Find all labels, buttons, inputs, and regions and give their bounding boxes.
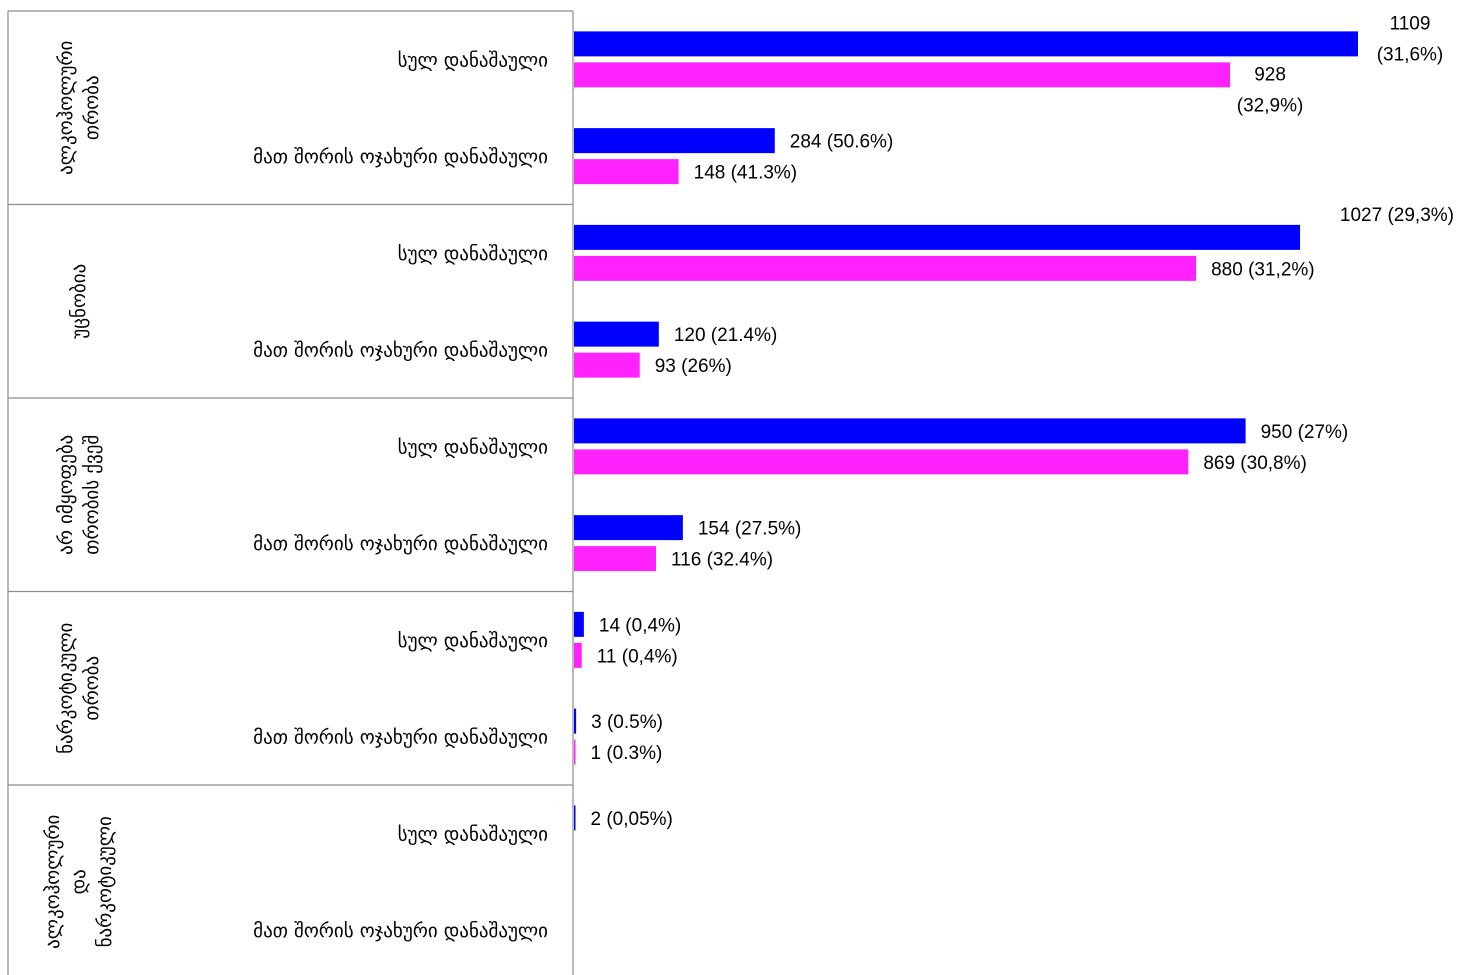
category-label: სულ დანაშაული bbox=[398, 823, 548, 845]
bar-series-2 bbox=[574, 642, 582, 668]
bar-series-2 bbox=[574, 352, 640, 378]
data-label: 154 (27.5%) bbox=[698, 519, 802, 540]
group-label: ალკოჰოლური და ნარკოტიკული bbox=[42, 815, 116, 949]
data-label: 928 (32,9%) bbox=[1237, 64, 1304, 116]
group-label: უცნობია bbox=[68, 264, 90, 339]
data-label: 116 (32.4%) bbox=[671, 550, 773, 571]
category-label: სულ დანაშაული bbox=[398, 630, 548, 652]
data-label: 1109 (31,6%) bbox=[1377, 13, 1444, 65]
category-label: სულ დანაშაული bbox=[398, 243, 548, 265]
data-label: 11 (0,4%) bbox=[597, 646, 678, 667]
data-label: 148 (41.3%) bbox=[694, 163, 798, 184]
bar-series-1 bbox=[574, 805, 576, 831]
bar-series-2 bbox=[574, 449, 1189, 475]
bar-series-1 bbox=[574, 418, 1246, 444]
category-label: სულ დანაშაული bbox=[398, 49, 548, 71]
category-label: მათ შორის ოჯახური დანაშაული bbox=[253, 533, 548, 555]
data-label: 93 (26%) bbox=[655, 356, 732, 377]
data-label: 1 (0.3%) bbox=[591, 743, 663, 764]
data-label: 284 (50.6%) bbox=[790, 132, 894, 153]
category-label: მათ შორის ოჯახური დანაშაული bbox=[253, 146, 548, 168]
bar-series-2 bbox=[574, 159, 679, 185]
data-label: 2 (0,05%) bbox=[591, 809, 673, 830]
group-label: ალკოჰოლური თრობა bbox=[55, 41, 103, 175]
data-label: 869 (30,8%) bbox=[1203, 453, 1307, 474]
data-label: 950 (27%) bbox=[1261, 422, 1349, 443]
bar-series-1 bbox=[574, 224, 1301, 250]
bar-series-1 bbox=[574, 515, 683, 541]
bar-series-2 bbox=[574, 255, 1197, 281]
category-label: მათ შორის ოჯახური დანაშაული bbox=[253, 727, 548, 749]
bar-series-2 bbox=[574, 62, 1231, 88]
category-label: სულ დანაშაული bbox=[398, 436, 548, 458]
group-label: არ იმყოფება თრობის ქვეშ bbox=[55, 435, 103, 555]
data-label: 14 (0,4%) bbox=[599, 615, 681, 636]
bar-series-2 bbox=[574, 739, 576, 765]
data-label: 880 (31,2%) bbox=[1211, 259, 1315, 280]
data-label: 120 (21.4%) bbox=[674, 325, 778, 346]
bar-series-2 bbox=[574, 546, 657, 572]
bar-series-1 bbox=[574, 611, 584, 637]
data-label: 3 (0.5%) bbox=[591, 712, 663, 733]
bar-series-1 bbox=[574, 128, 775, 154]
bar-series-1 bbox=[574, 31, 1358, 57]
category-label: მათ შორის ოჯახური დანაშაული bbox=[253, 340, 548, 362]
group-label: ნარკოტიკული თრობა bbox=[55, 623, 103, 754]
data-label: 1027 (29,3%) bbox=[1340, 205, 1454, 226]
bar-series-1 bbox=[574, 708, 577, 734]
bar-series-1 bbox=[574, 321, 659, 347]
category-label: მათ შორის ოჯახური დანაშაული bbox=[253, 920, 548, 942]
